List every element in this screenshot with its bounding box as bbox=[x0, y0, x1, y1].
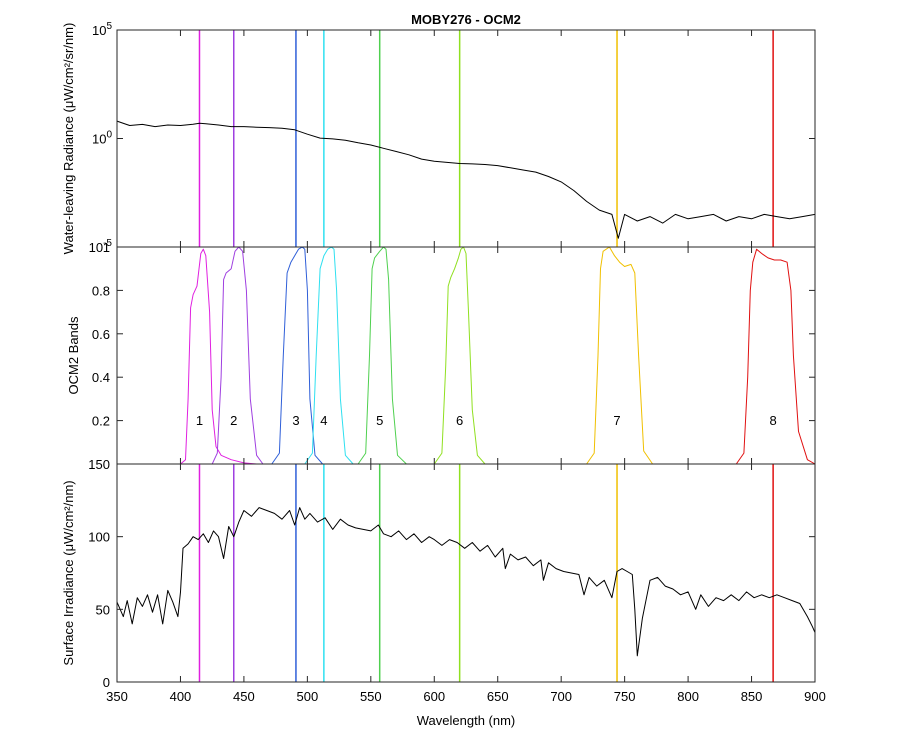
x-tick-label: 650 bbox=[487, 689, 509, 704]
x-tick-label: 500 bbox=[297, 689, 319, 704]
irradiance-frame bbox=[116, 463, 816, 683]
bands-plot-area bbox=[117, 247, 815, 464]
band-curve-5 bbox=[357, 246, 407, 465]
band-curve-2 bbox=[211, 246, 264, 465]
y-tick-label: 50 bbox=[96, 602, 110, 617]
x-tick-label: 800 bbox=[677, 689, 699, 704]
y-tick-label: 1 bbox=[103, 240, 110, 255]
irradiance-band-lines bbox=[198, 464, 774, 682]
radiance-series bbox=[116, 120, 816, 239]
radiance-band-lines bbox=[198, 30, 774, 247]
x-tick-label: 600 bbox=[423, 689, 445, 704]
bands-y-axis-label: OCM2 Bands bbox=[66, 316, 81, 395]
band-number-8: 8 bbox=[770, 413, 777, 428]
irradiance-y-axis-label: Surface Irradiance (μW/cm²/nm) bbox=[61, 480, 76, 665]
radiance-y-ticks: 105 100 10-5 bbox=[89, 21, 815, 255]
band-number-1: 1 bbox=[196, 413, 203, 428]
band-response-curves bbox=[180, 246, 816, 465]
band-curve-3 bbox=[271, 246, 323, 465]
radiance-line bbox=[116, 120, 816, 239]
chart-title: MOBY276 - OCM2 bbox=[411, 12, 521, 27]
band-number-5: 5 bbox=[376, 413, 383, 428]
y-tick-label: 10-5 bbox=[89, 238, 113, 255]
y-tick-label: 0.6 bbox=[92, 327, 110, 342]
y-tick-label: 0.4 bbox=[92, 370, 110, 385]
x-tick-label: 350 bbox=[106, 689, 128, 704]
y-tick-label: 100 bbox=[92, 130, 112, 147]
y-tick-label: 105 bbox=[92, 21, 112, 38]
band-number-7: 7 bbox=[613, 413, 620, 428]
y-tick-label: 0.8 bbox=[92, 283, 110, 298]
band-number-2: 2 bbox=[230, 413, 237, 428]
band-curve-6 bbox=[433, 246, 486, 465]
irradiance-y-ticks: 0 50 100 150 bbox=[88, 457, 815, 690]
band-curve-8 bbox=[735, 248, 816, 465]
irradiance-series bbox=[116, 507, 816, 657]
band-number-4: 4 bbox=[320, 413, 327, 428]
y-tick-label: 0.2 bbox=[92, 414, 110, 429]
x-tick-label: 400 bbox=[170, 689, 192, 704]
radiance-panel: 105 100 10-5 Water-leaving Radiance (μW/cm… bbox=[61, 21, 816, 255]
band-curve-1 bbox=[180, 248, 257, 465]
irradiance-line bbox=[116, 507, 816, 657]
x-axis-label: Wavelength (nm) bbox=[417, 713, 516, 728]
x-axis-ticks: 350 400 450 500 550 600 650 700 750 800 850 900 bbox=[106, 30, 826, 704]
radiance-y-axis-label: Water-leaving Radiance (μW/cm²/sr/nm) bbox=[61, 23, 76, 255]
band-curve-7 bbox=[586, 246, 654, 465]
band-curve-4 bbox=[304, 246, 354, 465]
x-tick-label: 900 bbox=[804, 689, 826, 704]
x-tick-label: 550 bbox=[360, 689, 382, 704]
bands-panel: 1 2 3 4 5 6 7 8 0.2 0.4 0.6 0.8 1 OCM2 Bands bbox=[66, 240, 816, 465]
irradiance-panel: 0 50 100 150 Surface Irradiance (μW/cm²/nm) bbox=[61, 457, 816, 690]
y-tick-label: 100 bbox=[88, 530, 110, 545]
band-number-6: 6 bbox=[456, 413, 463, 428]
y-tick-label: 0 bbox=[103, 675, 110, 690]
bands-y-ticks: 0.2 0.4 0.6 0.8 1 bbox=[92, 240, 815, 429]
band-number-labels: 1 2 3 4 5 6 7 8 bbox=[196, 413, 777, 428]
x-tick-label: 750 bbox=[614, 689, 636, 704]
band-number-3: 3 bbox=[292, 413, 299, 428]
y-tick-label: 150 bbox=[88, 457, 110, 472]
x-tick-label: 850 bbox=[741, 689, 763, 704]
x-tick-label: 700 bbox=[550, 689, 572, 704]
x-tick-label: 450 bbox=[233, 689, 255, 704]
irradiance-plot-area bbox=[117, 464, 815, 682]
